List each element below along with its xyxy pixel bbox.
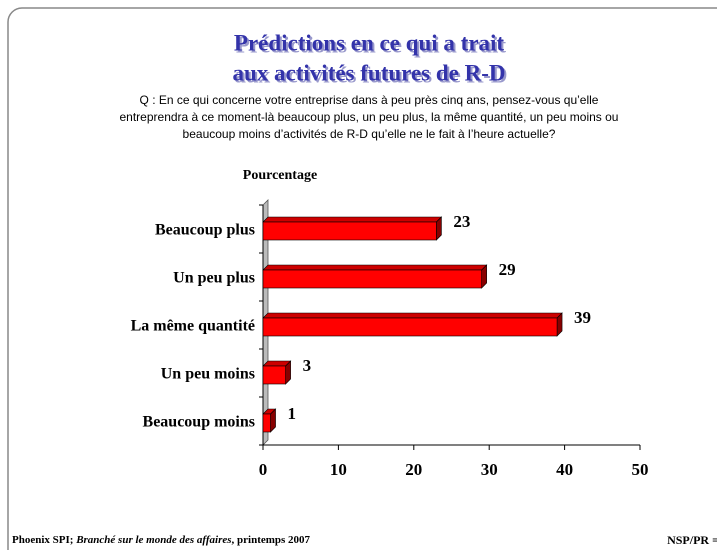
- annotation: NSP/PR = 4 %: [667, 533, 717, 547]
- value-label: 23: [453, 212, 470, 231]
- y-tick-label: Un peu moins: [161, 366, 255, 383]
- value-label: 1: [288, 404, 297, 423]
- x-tick-label: 20: [405, 460, 422, 479]
- y-tick-label: Beaucoup plus: [155, 222, 255, 239]
- x-tick-label: 10: [330, 460, 347, 479]
- axis-label: Pourcentage: [243, 168, 317, 183]
- slide-border: [7, 7, 717, 550]
- bar: [262, 365, 286, 385]
- bar: [262, 413, 271, 433]
- bar-top: [262, 216, 443, 223]
- y-tick-label: Un peu plus: [173, 270, 255, 287]
- x-tick-label: 30: [481, 460, 498, 479]
- x-tick-label: 0: [259, 460, 268, 479]
- value-label: 39: [574, 308, 591, 327]
- title: aux activités futures de R-D: [233, 60, 506, 85]
- title-shadow: aux activités futures de R-D: [235, 62, 508, 87]
- bar-top: [262, 312, 563, 319]
- source: Phoenix SPI; Branché sur le monde des af…: [12, 534, 310, 546]
- title: Prédictions en ce qui a trait: [234, 30, 505, 55]
- source-publication: Branché sur le monde des affaires: [76, 534, 232, 546]
- x-tick-label: 50: [632, 460, 649, 479]
- y-tick-label: Beaucoup moins: [143, 414, 255, 431]
- source-org: Phoenix SPI;: [12, 534, 77, 546]
- source-date: , printemps 2007: [231, 534, 311, 546]
- question: beaucoup moins d’activités de R-D qu’ell…: [183, 127, 556, 141]
- value-label: 3: [303, 356, 312, 375]
- bar: [262, 269, 482, 289]
- value-label: 29: [499, 260, 516, 279]
- question: entreprendra à ce moment-là beaucoup plu…: [120, 110, 619, 124]
- title-shadow: Prédictions en ce qui a trait: [236, 32, 507, 57]
- y-tick-label: La même quantité: [131, 318, 255, 335]
- bar-top: [262, 264, 488, 271]
- question: Q : En ce qui concerne votre entreprise …: [140, 93, 599, 107]
- bar: [262, 221, 437, 241]
- bar: [262, 317, 558, 337]
- x-tick-label: 40: [556, 460, 573, 479]
